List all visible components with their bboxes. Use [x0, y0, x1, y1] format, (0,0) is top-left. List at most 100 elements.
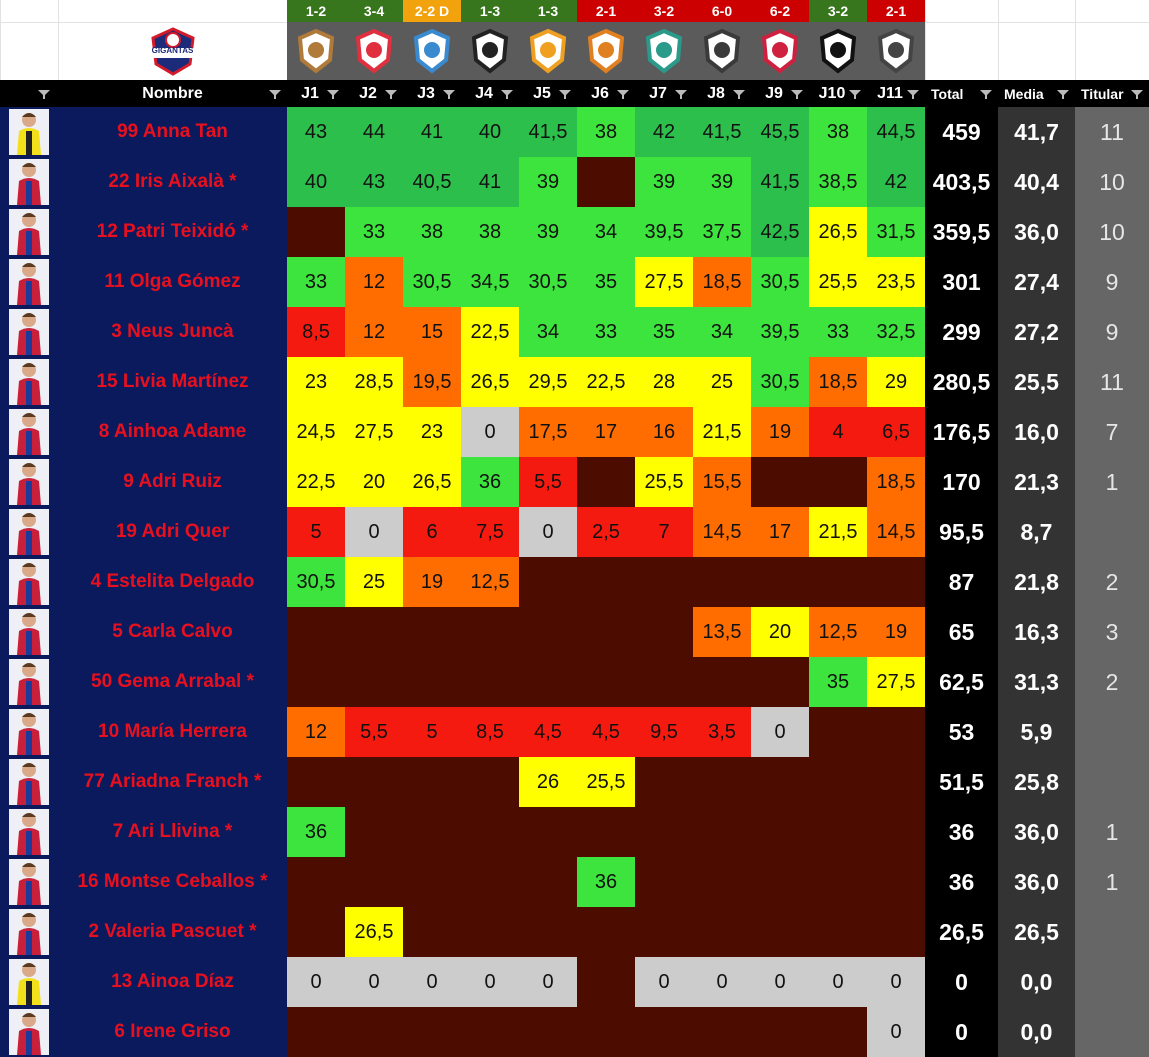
- empty-score: [345, 857, 403, 907]
- filter-icon[interactable]: [327, 89, 339, 99]
- player-photo: [9, 909, 49, 955]
- header-text: J11: [877, 84, 903, 102]
- score: 6,5: [867, 407, 925, 457]
- empty-score: [519, 607, 577, 657]
- filter-icon[interactable]: [501, 89, 513, 99]
- score: 31,5: [867, 207, 925, 257]
- player-name: 5 Carla Calvo: [58, 607, 287, 657]
- titular: 10: [1075, 207, 1149, 257]
- score: 32,5: [867, 307, 925, 357]
- empty-score: [287, 857, 345, 907]
- header-cell: J3: [403, 80, 461, 107]
- empty-score: [867, 857, 925, 907]
- empty-score: [751, 557, 809, 607]
- player-photo: [9, 459, 49, 505]
- total: 176,5: [925, 407, 998, 457]
- header-text: J3: [417, 84, 435, 102]
- grid-line: [925, 0, 926, 80]
- empty-score: [345, 1007, 403, 1057]
- media: 16,3: [998, 607, 1075, 657]
- score: 41: [403, 107, 461, 157]
- photo-cell: [0, 457, 58, 507]
- score: 8,5: [287, 307, 345, 357]
- player-photo: [9, 359, 49, 405]
- score: 0: [867, 957, 925, 1007]
- score: 29: [867, 357, 925, 407]
- filter-icon[interactable]: [559, 89, 571, 99]
- media: 40,4: [998, 157, 1075, 207]
- total: 87: [925, 557, 998, 607]
- filter-icon[interactable]: [385, 89, 397, 99]
- empty-score: [577, 557, 635, 607]
- header-text: J5: [533, 84, 551, 102]
- filter-icon[interactable]: [907, 89, 919, 99]
- score: 28: [635, 357, 693, 407]
- header-text: Nombre: [142, 84, 203, 102]
- score: 19: [751, 407, 809, 457]
- titular: [1075, 757, 1149, 807]
- empty-score: [345, 657, 403, 707]
- empty-score: [751, 857, 809, 907]
- score: 38: [577, 107, 635, 157]
- titular: [1075, 707, 1149, 757]
- result: 2-2 D: [403, 0, 461, 22]
- empty-score: [345, 807, 403, 857]
- filter-icon[interactable]: [38, 89, 50, 99]
- empty-score: [693, 557, 751, 607]
- header-text: Total: [931, 85, 964, 102]
- score: 33: [287, 257, 345, 307]
- empty-score: [751, 1007, 809, 1057]
- score: 21,5: [809, 507, 867, 557]
- filter-icon[interactable]: [791, 89, 803, 99]
- player-photo: [9, 959, 49, 1005]
- filter-icon[interactable]: [1131, 89, 1143, 99]
- player-photo: [9, 259, 49, 305]
- filter-icon[interactable]: [1057, 89, 1069, 99]
- filter-icon[interactable]: [849, 89, 861, 99]
- filter-icon[interactable]: [980, 89, 992, 99]
- team-logo: [345, 22, 403, 80]
- player-name: 3 Neus Juncà: [58, 307, 287, 357]
- score: 4,5: [519, 707, 577, 757]
- player-name: 7 Ari Llivina *: [58, 807, 287, 857]
- score: 17: [751, 507, 809, 557]
- media: 8,7: [998, 507, 1075, 557]
- empty-score: [809, 457, 867, 507]
- score: 0: [519, 507, 577, 557]
- header-cell: J9: [751, 80, 809, 107]
- empty-score: [403, 607, 461, 657]
- score: 26,5: [809, 207, 867, 257]
- filter-icon[interactable]: [443, 89, 455, 99]
- total: 0: [925, 957, 998, 1007]
- titular: [1075, 1007, 1149, 1057]
- filter-icon[interactable]: [675, 89, 687, 99]
- club-name: GIGANTAS: [151, 46, 194, 55]
- score: 42,5: [751, 207, 809, 257]
- photo-cell: [0, 307, 58, 357]
- photo-cell: [0, 707, 58, 757]
- empty-score: [577, 907, 635, 957]
- score: 20: [345, 457, 403, 507]
- score: 0: [751, 957, 809, 1007]
- score: 6: [403, 507, 461, 557]
- filter-icon[interactable]: [617, 89, 629, 99]
- score: 26: [519, 757, 577, 807]
- score: 17,5: [519, 407, 577, 457]
- score: 30,5: [287, 557, 345, 607]
- result: 3-4: [345, 0, 403, 22]
- score: 12: [287, 707, 345, 757]
- score: 45,5: [751, 107, 809, 157]
- filter-icon[interactable]: [269, 89, 281, 99]
- titular: 7: [1075, 407, 1149, 457]
- header-cell: J7: [635, 80, 693, 107]
- result: 1-3: [519, 0, 577, 22]
- score: 23,5: [867, 257, 925, 307]
- filter-icon[interactable]: [733, 89, 745, 99]
- empty-score: [809, 907, 867, 957]
- result: 2-1: [867, 0, 925, 22]
- result: 3-2: [635, 0, 693, 22]
- score: 14,5: [867, 507, 925, 557]
- total: 26,5: [925, 907, 998, 957]
- media: 0,0: [998, 957, 1075, 1007]
- score: 34: [519, 307, 577, 357]
